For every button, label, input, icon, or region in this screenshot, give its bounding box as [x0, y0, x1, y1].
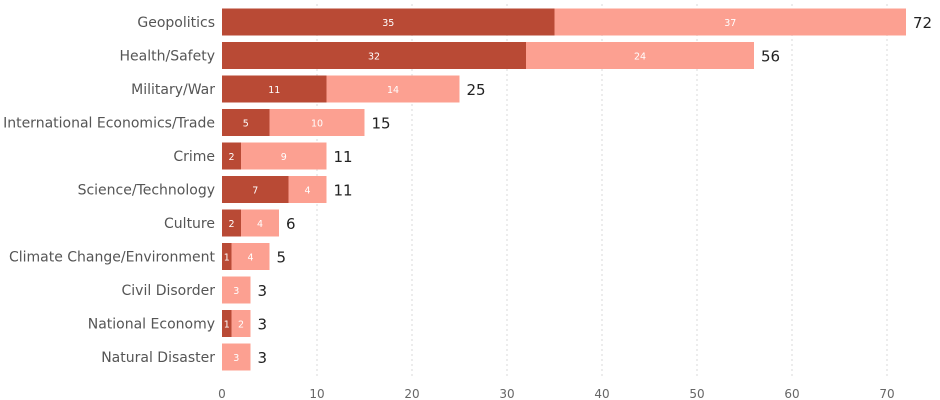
bar-segment-light[interactable] [269, 109, 365, 136]
category-label: Military/War [131, 82, 215, 98]
bar-total-label: 11 [334, 148, 353, 166]
segment-value-label: 35 [382, 18, 394, 29]
bar-segment-dark[interactable] [222, 209, 241, 237]
segment-value-label: 3 [233, 286, 239, 297]
segment-value-label: 3 [233, 353, 239, 364]
segment-value-label: 7 [252, 186, 258, 197]
bar-segment-light[interactable] [554, 8, 907, 36]
bar-segment-light[interactable] [222, 276, 251, 304]
bar-segment-dark[interactable] [222, 8, 555, 36]
x-tick-label: 50 [689, 387, 704, 400]
category-label: Health/Safety [120, 49, 215, 65]
category-label: Geopolitics [137, 15, 215, 31]
category-label: Culture [164, 216, 215, 232]
segment-value-label: 2 [238, 320, 244, 331]
bar-total-label: 15 [372, 115, 391, 133]
grid-layer [316, 4, 888, 378]
bar-segment-dark[interactable] [222, 75, 327, 103]
category-label: National Economy [88, 317, 215, 333]
bar-total-label: 3 [258, 316, 268, 334]
segment-value-label: 4 [257, 219, 263, 230]
bar-total-label: 11 [334, 182, 353, 200]
segment-value-label: 10 [311, 119, 323, 130]
bars-layer [222, 8, 907, 371]
bar-segment-dark[interactable] [222, 310, 232, 337]
segment-value-label: 2 [228, 152, 234, 163]
bar-segment-dark[interactable] [222, 142, 241, 170]
segment-value-label: 11 [268, 85, 280, 96]
x-tick-label: 70 [879, 387, 894, 400]
segment-value-label: 5 [243, 119, 249, 130]
x-tick-label: 40 [594, 387, 609, 400]
bar-segment-light[interactable] [526, 42, 754, 69]
segment-value-label: 9 [281, 152, 287, 163]
category-label: Science/Technology [78, 183, 215, 199]
segment-value-label: 2 [228, 219, 234, 230]
bar-segment-light[interactable] [241, 209, 279, 237]
x-tick-label: 10 [309, 387, 324, 400]
x-tick-label: 30 [499, 387, 514, 400]
bar-segment-dark[interactable] [222, 176, 289, 203]
bar-total-label: 56 [761, 48, 780, 66]
bar-total-label: 3 [258, 349, 268, 367]
bar-total-label: 5 [277, 249, 287, 267]
x-tick-label: 20 [404, 387, 419, 400]
segment-value-label: 1 [224, 253, 230, 264]
bar-segment-light[interactable] [326, 75, 460, 103]
bar-segment-light[interactable] [231, 243, 270, 270]
category-label: Crime [173, 149, 215, 165]
segment-value-label: 37 [724, 18, 736, 29]
x-tick-label: 0 [218, 387, 226, 400]
x-tick-label: 60 [784, 387, 799, 400]
segment-value-label: 4 [304, 186, 310, 197]
bar-segment-light[interactable] [231, 310, 251, 337]
segment-value-label: 14 [387, 85, 399, 96]
segment-value-label: 4 [247, 253, 253, 264]
segment-value-label: 24 [634, 52, 646, 63]
segment-value-label: 1 [224, 320, 230, 331]
category-label: Civil Disorder [122, 283, 216, 299]
bar-total-label: 6 [286, 215, 296, 233]
category-label: Natural Disaster [101, 350, 215, 366]
bar-segment-light[interactable] [222, 343, 251, 371]
bar-segment-dark[interactable] [222, 42, 526, 69]
category-label: International Economics/Trade [3, 116, 215, 132]
bar-total-label: 3 [258, 282, 268, 300]
bar-segment-dark[interactable] [222, 109, 270, 136]
bar-segment-light[interactable] [241, 142, 327, 170]
bar-segment-dark[interactable] [222, 243, 232, 270]
segment-value-label: 32 [368, 52, 380, 63]
bar-total-label: 72 [913, 14, 932, 32]
bar-total-label: 25 [467, 81, 486, 99]
category-label: Climate Change/Environment [9, 250, 216, 266]
bar-segment-light[interactable] [288, 176, 327, 203]
